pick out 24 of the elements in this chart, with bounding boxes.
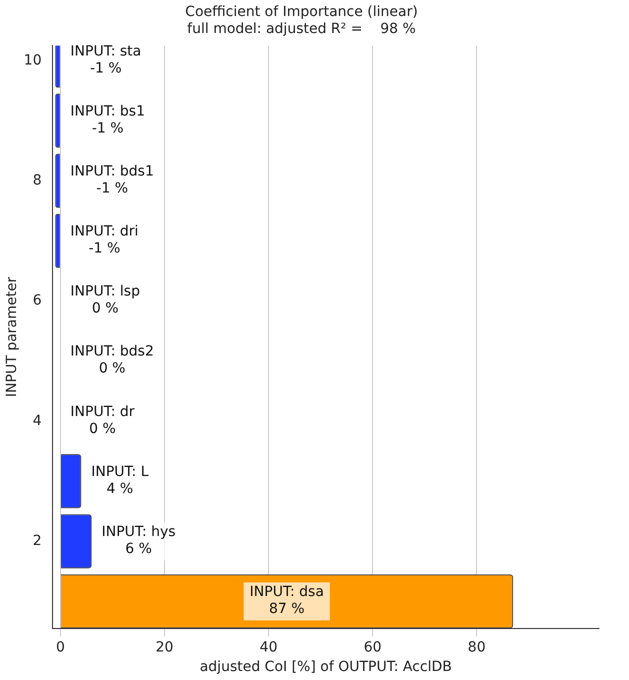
y-tick-label: 8 <box>32 172 42 188</box>
data-label: INPUT: dsa 87 % <box>250 584 324 618</box>
x-tick-label: 0 <box>56 639 65 656</box>
y-axis-title: INPUT parameter <box>4 276 20 398</box>
chart-subtitle: full model: adjusted R² = 98 % <box>187 20 416 37</box>
x-tick-label: 60 <box>364 639 382 656</box>
x-tick-label: 40 <box>260 639 278 656</box>
y-tick-label: 6 <box>32 292 42 309</box>
y-tick-label: 10 <box>24 52 42 68</box>
data-label: INPUT: bs1 -1 % <box>70 103 145 136</box>
chart-title: Coefficient of Importance (linear) <box>185 4 418 20</box>
data-label: INPUT: hys 6 % <box>102 524 176 557</box>
x-axis-title: adjusted CoI [%] of OUTPUT: AcclDB <box>200 659 452 676</box>
y-tick-label: 4 <box>32 412 42 429</box>
data-label: INPUT: lsp 0 % <box>70 284 140 317</box>
x-tick-label: 20 <box>156 639 174 656</box>
data-label: INPUT: L 4 % <box>91 464 149 497</box>
data-label: INPUT: bds1 -1 % <box>70 163 154 196</box>
data-label: INPUT: dri -1 % <box>70 224 138 257</box>
y-tick-label: 2 <box>32 532 42 549</box>
data-label: INPUT: dr 0 % <box>70 404 135 437</box>
data-label: INPUT: sta -1 % <box>70 43 142 76</box>
x-tick-label: 80 <box>468 639 486 656</box>
data-label: INPUT: bds2 0 % <box>70 344 154 377</box>
